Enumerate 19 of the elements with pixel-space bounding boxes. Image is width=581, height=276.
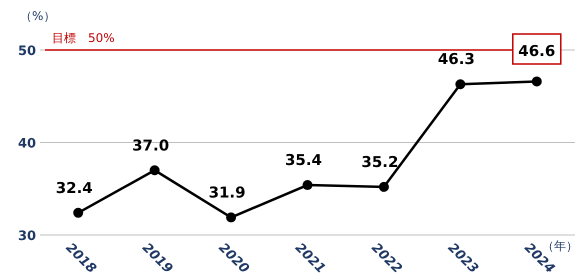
ref-line-label: 目標 50% [52, 31, 115, 45]
data-label: 31.9 [208, 183, 246, 202]
data-label: 37.0 [132, 136, 170, 154]
point [73, 208, 84, 218]
point [532, 76, 542, 86]
y-axis-title: （%） [20, 9, 56, 23]
y-tick-label: 40 [18, 136, 36, 152]
point [150, 165, 160, 176]
data-label: 35.4 [284, 151, 322, 170]
data-label: 32.4 [56, 178, 93, 197]
data-label: 46.3 [438, 50, 475, 68]
y-tick-label: 30 [18, 229, 36, 244]
data-label: 35.2 [361, 152, 398, 171]
point [302, 180, 312, 190]
point [455, 79, 466, 90]
data-label: 46.6 [518, 42, 556, 60]
point [226, 212, 236, 222]
point [378, 182, 389, 192]
y-tick-label: 50 [18, 44, 36, 59]
